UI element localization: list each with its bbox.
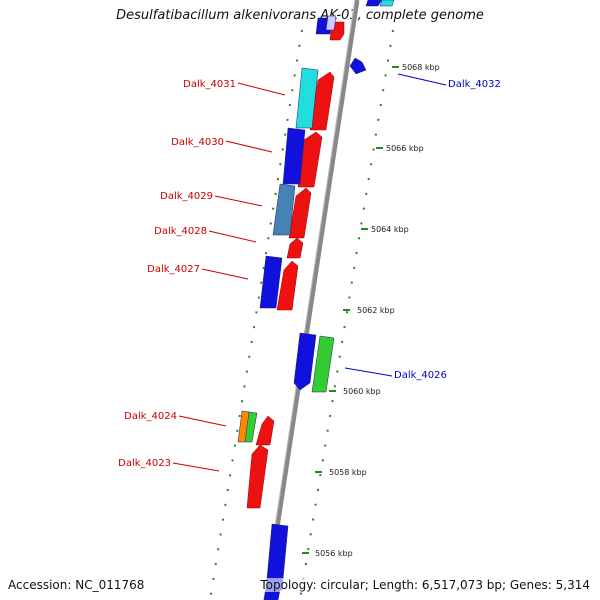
leader-lines	[172, 73, 447, 472]
gene-arrow[interactable]	[255, 415, 275, 446]
leader-line	[225, 140, 273, 153]
topology-text: Topology: circular; Length: 6,517,073 bp…	[260, 578, 590, 592]
gene-labels: Dalk_4031 Dalk_4030 Dalk_4029 Dalk_4028 …	[118, 79, 501, 469]
gene-arrow[interactable]	[293, 332, 317, 391]
gene-label[interactable]: Dalk_4023	[118, 458, 171, 469]
gene-arrow[interactable]	[365, 0, 383, 7]
gene-arrow[interactable]	[295, 67, 319, 129]
gene-arrow[interactable]	[276, 260, 299, 311]
gene-arrow[interactable]	[325, 15, 337, 31]
genome-backbone	[263, 0, 360, 600]
tick-label: 5062 kbp	[357, 306, 395, 315]
leader-line	[397, 73, 447, 86]
outer-guide-line	[299, 29, 394, 600]
accession-text: Accession: NC_011768	[8, 578, 145, 592]
genes-outer	[311, 0, 395, 393]
tick-label: 5056 kbp	[315, 549, 353, 558]
inner-guide-line	[209, 29, 303, 600]
leader-line	[178, 415, 227, 427]
scale-ticks	[302, 66, 399, 554]
gene-label[interactable]: Dalk_4027	[147, 264, 200, 275]
gene-label[interactable]: Dalk_4026	[394, 370, 447, 381]
gene-arrow[interactable]	[246, 444, 269, 509]
tick-label: 5058 kbp	[329, 468, 367, 477]
gene-arrow[interactable]	[311, 335, 335, 393]
gene-arrow[interactable]	[349, 57, 367, 75]
tick-label: 5064 kbp	[371, 225, 409, 234]
gene-arrow[interactable]	[244, 411, 258, 443]
gene-arrow[interactable]	[379, 0, 395, 7]
tick-label: 5060 kbp	[343, 387, 381, 396]
leader-line	[237, 82, 286, 96]
genes-reverse	[237, 15, 337, 600]
tick-label: 5068 kbp	[402, 63, 440, 72]
gene-label[interactable]: Dalk_4031	[183, 79, 236, 90]
scale-tick-labels: 5068 kbp 5066 kbp 5064 kbp 5062 kbp 5060…	[315, 63, 440, 558]
gene-label[interactable]: Dalk_4024	[124, 411, 177, 422]
gene-arrow[interactable]	[272, 183, 296, 236]
gene-label[interactable]: Dalk_4029	[160, 191, 213, 202]
gene-arrow[interactable]	[286, 237, 304, 259]
gene-label[interactable]: Dalk_4030	[171, 137, 224, 148]
leader-line	[208, 230, 257, 243]
genes-forward	[246, 21, 345, 509]
leader-line	[201, 268, 249, 280]
map-title: Desulfatibacillum alkenivorans AK-01, co…	[116, 8, 484, 23]
leader-line	[214, 195, 263, 207]
gene-arrow[interactable]	[282, 127, 306, 185]
leader-line	[172, 462, 220, 472]
genome-backbone-highlight	[263, 0, 356, 600]
gene-label[interactable]: Dalk_4032	[448, 79, 501, 90]
leader-line	[344, 367, 393, 377]
tick-label: 5066 kbp	[386, 144, 424, 153]
gene-arrow[interactable]	[259, 255, 283, 309]
dotted-guides	[209, 29, 394, 600]
gene-label[interactable]: Dalk_4028	[154, 226, 207, 237]
